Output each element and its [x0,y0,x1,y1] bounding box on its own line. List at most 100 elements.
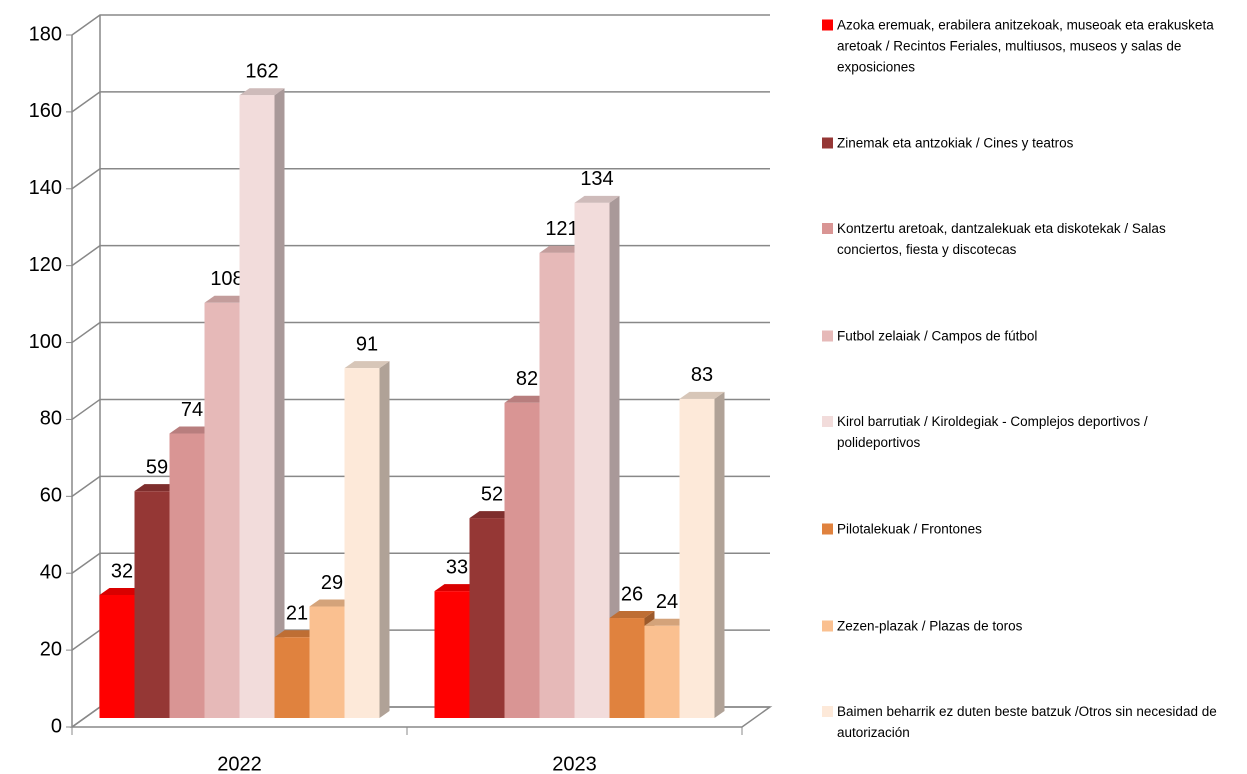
legend-entry: Futbol zelaiak / Campos de fútbol [822,325,1227,346]
value-label: 134 [580,168,613,190]
value-label: 29 [321,572,343,594]
legend-swatch [822,706,833,718]
bar-top [609,611,655,619]
bar-top-shade [204,295,250,303]
x-tick-label: 2022 [217,753,262,774]
value-label: 83 [691,364,713,386]
y-tick-label: 40 [40,562,62,584]
bar-side-shade [379,361,390,718]
value-label: 32 [111,560,133,582]
bar-top [574,195,620,203]
bar-top [539,245,585,253]
bar-top-shade [469,511,515,519]
bar-top-shade [434,584,480,592]
bar-top-shade [169,426,215,434]
bar-top [504,395,550,403]
legend-label: Kirol barrutiak / Kiroldegiak - Complejo… [837,414,1148,451]
legend-label: Kontzertu aretoak, dantzalekuak eta disk… [837,221,1166,258]
legend-label: Futbol zelaiak / Campos de fútbol [837,328,1038,344]
x-tick-label: 2023 [552,753,597,774]
legend-swatch [822,330,833,342]
bar-side-shade [609,195,620,718]
y-tick-label: 120 [29,254,62,276]
y-tick-label: 160 [29,100,62,122]
bar-side [379,361,390,718]
bar [99,594,135,718]
y-tick-label: 0 [51,715,62,737]
bar-side [714,391,725,718]
bar [134,491,170,718]
bar-top-shade [539,245,585,253]
bar [609,618,645,718]
bar-top [134,484,180,492]
legend-label: Baimen beharrik ez duten beste batzuk /O… [837,704,1217,741]
bar-top-shade [239,88,285,96]
bar-top [239,88,285,96]
y-tick-label: 20 [40,638,62,660]
legend-entry: Pilotalekuak / Frontones [822,519,1227,540]
legend-entry: Azoka eremuak, erabilera anitzekoak, mus… [822,15,1227,78]
legend-entry: Baimen beharrik ez duten beste batzuk /O… [822,701,1227,743]
legend-swatch [822,416,833,428]
grid-line [71,398,770,421]
bar [344,368,380,718]
legend-swatch [822,620,833,632]
value-label: 82 [516,368,538,390]
bar-side [274,88,285,718]
y-tick-label: 180 [29,23,62,45]
bar-top [469,511,515,519]
grid-line [71,14,770,36]
bar-top-shade [344,361,390,369]
bar-top-shade [309,599,355,607]
bar-top-shade [274,630,320,638]
bar-top-shade [574,195,620,203]
bar-top-shade [134,484,180,492]
legend-swatch [822,523,833,535]
bar-top [644,618,690,626]
value-label: 21 [286,603,308,625]
grid-line [71,168,770,190]
legend-entry: Zinemak eta antzokiak / Cines y teatros [822,132,1227,153]
bar [469,518,505,718]
value-label: 121 [545,218,578,240]
bar [434,591,470,718]
bar-top [309,599,355,607]
value-label: 24 [656,591,678,613]
legend-entry: Zezen-plazak / Plazas de toros [822,615,1227,636]
value-label: 59 [146,456,168,478]
bar-top [204,295,250,303]
value-label: 74 [181,399,203,421]
bar-top-shade [504,395,550,403]
value-label: 162 [245,60,278,82]
bar [574,202,610,718]
legend-entry: Kontzertu aretoak, dantzalekuak eta disk… [822,218,1227,260]
bar [204,302,240,718]
legend-swatch [822,19,833,31]
value-label: 91 [356,333,378,355]
bar [309,606,345,718]
y-tick-label: 60 [40,485,62,507]
bar-top-shade [609,611,655,619]
bar-top [169,426,215,434]
bar [679,398,715,718]
bar-top [274,630,320,638]
value-label: 52 [481,483,503,505]
bar-top [679,391,725,399]
bar [169,433,205,718]
legend-label: Pilotalekuak / Frontones [837,521,982,537]
y-tick-label: 140 [29,177,62,199]
bar-top-shade [99,587,145,595]
legend-label: Zezen-plazak / Plazas de toros [837,618,1023,634]
y-tick-label: 80 [40,408,62,430]
legend-swatch [822,223,833,235]
value-label: 108 [210,268,243,290]
bar-top [344,361,390,369]
bar-top [434,584,480,592]
legend-swatch [822,137,833,149]
legend-label: Zinemak eta antzokiak / Cines y teatros [837,135,1074,151]
legend-label: Azoka eremuak, erabilera anitzekoak, mus… [837,17,1214,75]
grid-line [71,244,770,267]
bar-top-shade [644,618,690,626]
